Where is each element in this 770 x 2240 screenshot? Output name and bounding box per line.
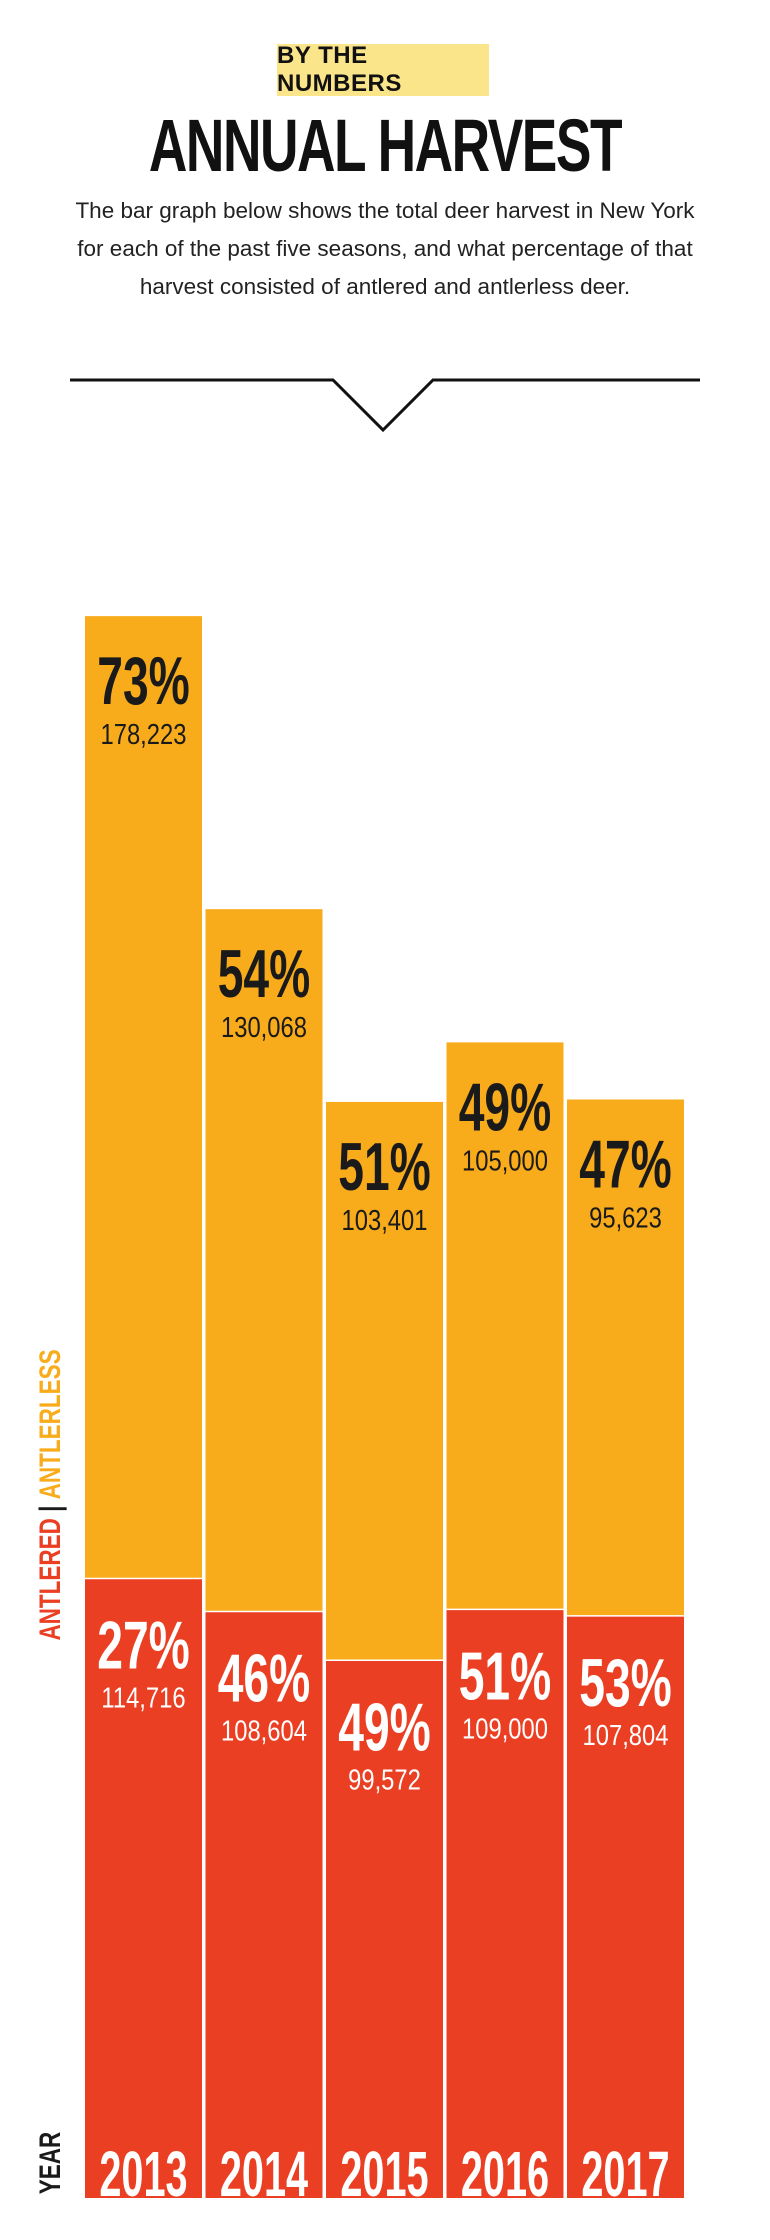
pct-label-antlerless-2013: 73% [97,643,190,719]
legend-antlered: ANTLERED [33,1518,67,1640]
divider-arrow [70,378,700,433]
bar-antlered-2013 [85,1578,202,2198]
value-label-antlerless-2016: 105,000 [462,1144,548,1177]
page-title: ANNUAL HARVEST [148,104,623,187]
bar-antlerless-2014 [205,909,323,1612]
pct-label-antlerless-2014: 54% [218,936,311,1012]
section-tag: BY THE NUMBERS [277,42,489,97]
pct-label-antlerless-2016: 49% [459,1070,552,1146]
year-label-2016: 2016 [461,2140,549,2211]
year-label-2015: 2015 [340,2140,428,2211]
bar-antlered-2017 [567,1615,684,2198]
bar-antlerless-2013 [85,616,202,1579]
pct-label-antlered-2017: 53% [579,1645,672,1721]
bar-antlerless-2015 [326,1101,443,1661]
bar-antlered-2016 [446,1609,564,2198]
value-label-antlerless-2015: 103,401 [342,1204,428,1237]
year-label-2013: 2013 [99,2140,187,2211]
x-axis-label: YEAR [33,2132,67,2194]
bar-antlerless-2016 [446,1042,564,1610]
bar-antlered-2014 [205,1611,323,2198]
value-label-antlered-2015: 99,572 [348,1763,421,1796]
pct-label-antlered-2016: 51% [459,1639,552,1715]
page-subtitle: The bar graph below shows the total deer… [75,198,695,299]
value-label-antlerless-2013: 178,223 [101,718,187,751]
bar-antlerless-2017 [567,1099,684,1616]
pct-label-antlered-2013: 27% [97,1608,190,1684]
value-label-antlerless-2014: 130,068 [221,1011,307,1044]
pct-label-antlered-2014: 46% [218,1641,311,1717]
value-label-antlered-2017: 107,804 [583,1719,669,1752]
year-label-2017: 2017 [581,2140,669,2211]
legend-antlerless: ANTLERLESS [33,1349,67,1499]
value-label-antlerless-2017: 95,623 [589,1201,662,1234]
legend-separator: | [33,1499,67,1518]
value-label-antlered-2016: 109,000 [462,1712,548,1745]
divider-line [70,378,700,433]
legend: ANTLERED | ANTLERLESS [33,1349,67,1640]
pct-label-antlerless-2017: 47% [579,1127,672,1203]
year-label-2014: 2014 [220,2140,309,2211]
value-label-antlered-2013: 114,716 [101,1681,185,1714]
pct-label-antlerless-2015: 51% [338,1129,431,1205]
value-label-antlered-2014: 108,604 [221,1714,307,1747]
bar-antlered-2015 [326,1660,443,2198]
pct-label-antlered-2015: 49% [338,1689,431,1765]
